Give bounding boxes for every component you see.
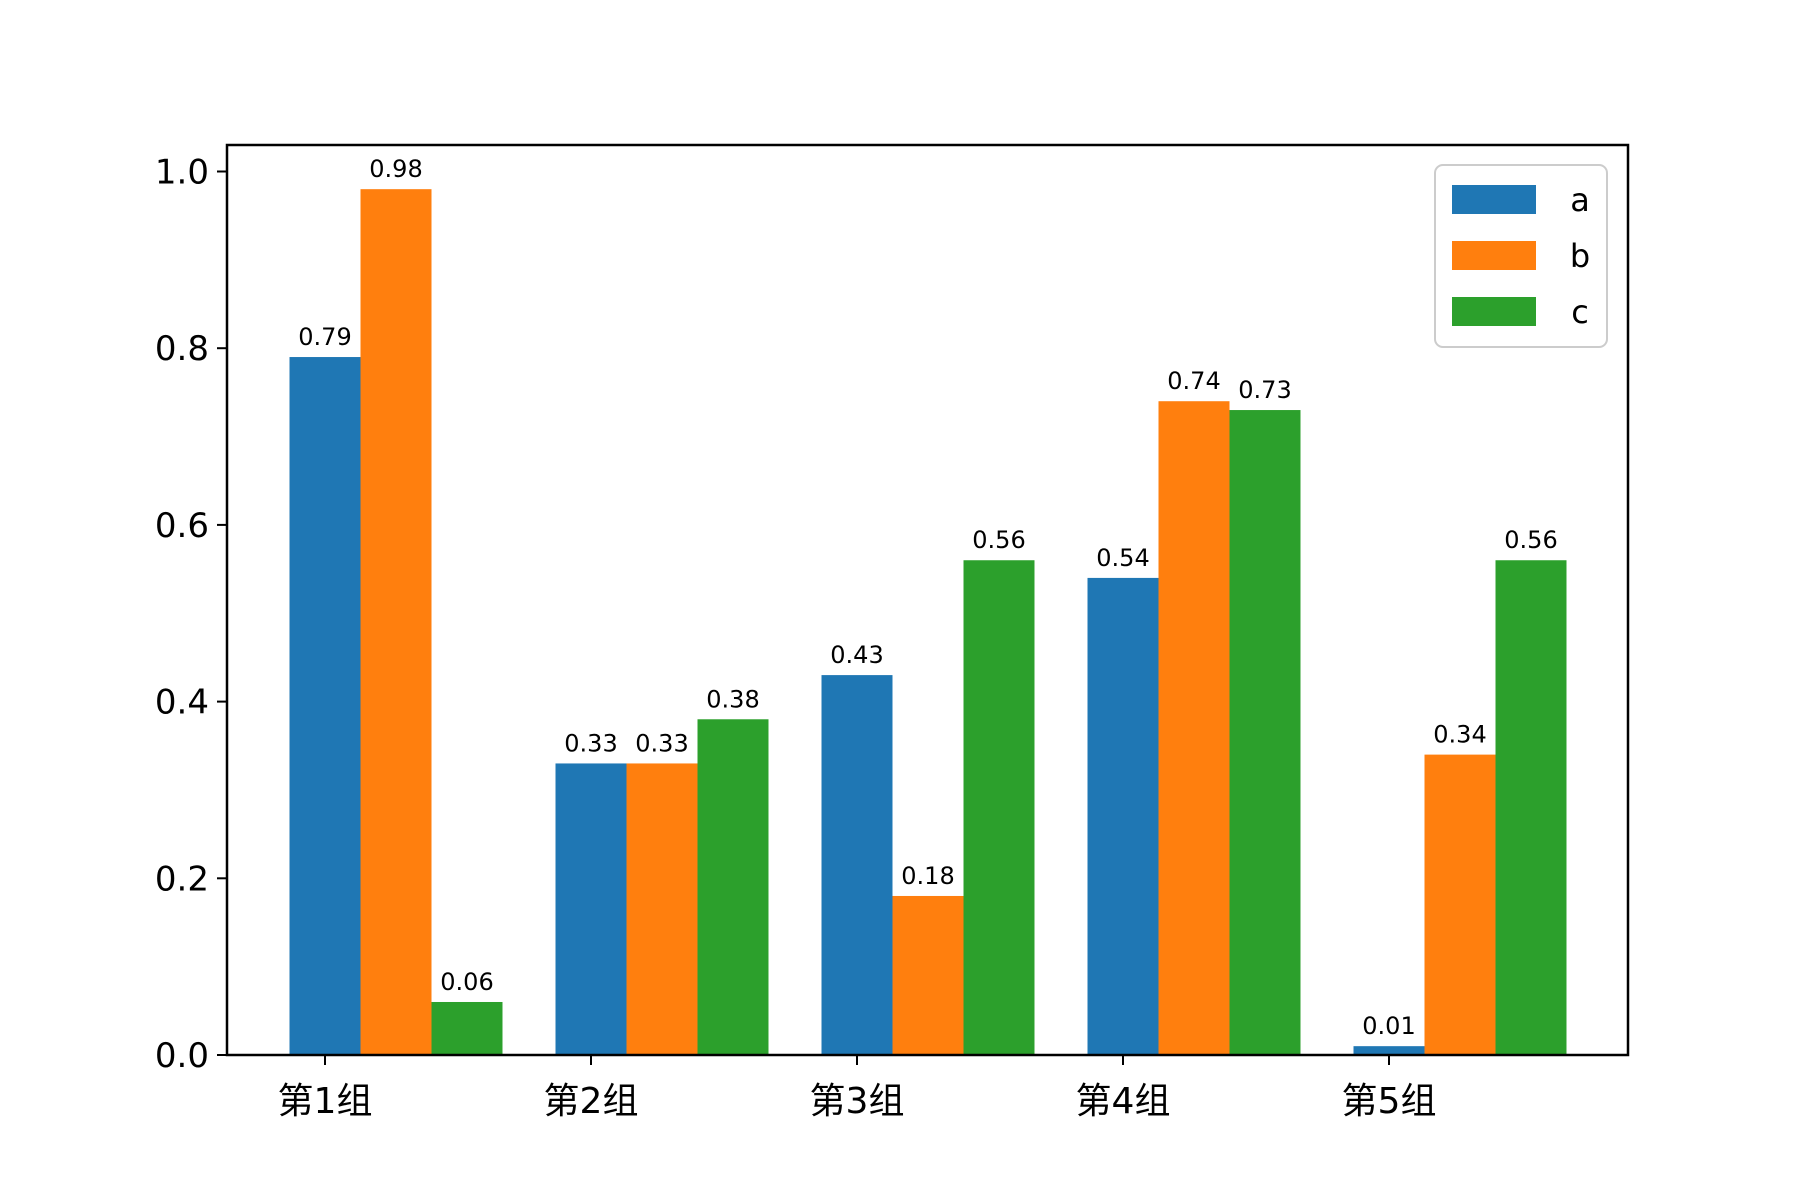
bar-a-1	[289, 357, 361, 1056]
data-label-c-1: 0.06	[440, 968, 493, 996]
y-tick-label: 0.6	[155, 506, 209, 546]
y-tick-label: 0.4	[155, 683, 209, 723]
data-label-a-2: 0.33	[564, 729, 617, 757]
bar-b-3	[892, 895, 964, 1055]
bar-a-2	[555, 763, 627, 1055]
x-tick-label: 第4组	[1076, 1081, 1171, 1122]
data-label-b-5: 0.34	[1433, 721, 1486, 749]
legend-label-c: c	[1571, 293, 1589, 331]
legend: abc	[1434, 164, 1608, 348]
data-label-a-5: 0.01	[1362, 1012, 1415, 1040]
data-label-c-2: 0.38	[706, 685, 759, 713]
bars-layer	[289, 189, 1567, 1056]
y-tick-label: 1.0	[155, 153, 209, 193]
bar-c-1	[431, 1001, 503, 1055]
data-label-a-4: 0.54	[1096, 544, 1149, 572]
bar-b-2	[626, 763, 698, 1055]
y-tick-label: 0.2	[155, 859, 209, 899]
x-tick-label: 第5组	[1342, 1081, 1437, 1122]
data-label-b-3: 0.18	[901, 862, 954, 890]
y-tick-label: 0.8	[155, 329, 209, 369]
y-tick-label: 0.0	[155, 1036, 209, 1076]
bar-c-4	[1229, 410, 1301, 1055]
bar-b-4	[1158, 401, 1230, 1055]
data-label-c-4: 0.73	[1238, 376, 1291, 404]
data-label-c-5: 0.56	[1504, 526, 1557, 554]
data-label-b-1: 0.98	[369, 155, 422, 183]
y-axis: 0.0 0.2 0.4 0.6 0.8 1.0	[155, 153, 227, 1076]
x-tick-label: 第1组	[278, 1081, 373, 1122]
data-label-a-3: 0.43	[830, 641, 883, 669]
legend-label-b: b	[1570, 237, 1590, 275]
bar-c-5	[1495, 560, 1567, 1055]
plot-frame	[225, 143, 1630, 1057]
legend-swatch-c	[1452, 297, 1536, 326]
bar-a-3	[821, 675, 893, 1055]
bar-a-4	[1087, 577, 1159, 1055]
legend-swatch-a	[1452, 185, 1536, 214]
data-label-a-1: 0.79	[298, 323, 351, 351]
bar-c-2	[697, 719, 769, 1055]
bar-a-5	[1353, 1046, 1425, 1055]
data-label-b-4: 0.74	[1167, 367, 1220, 395]
bar-b-5	[1424, 754, 1496, 1055]
x-tick-label: 第3组	[810, 1081, 905, 1122]
data-labels-layer: 0.79 0.33 0.43 0.54 0.01 0.98 0.33 0.18 0.74 0.34…	[298, 155, 1557, 1040]
data-label-c-3: 0.56	[972, 526, 1025, 554]
x-tick-label: 第2组	[544, 1081, 639, 1122]
bar-c-3	[963, 560, 1035, 1055]
legend-swatch-b	[1452, 241, 1536, 270]
x-axis: 第1组 第2组 第3组 第4组 第5组	[278, 1055, 1437, 1122]
legend-label-a: a	[1570, 181, 1590, 219]
data-label-b-2: 0.33	[635, 729, 688, 757]
bar-b-1	[360, 189, 432, 1056]
